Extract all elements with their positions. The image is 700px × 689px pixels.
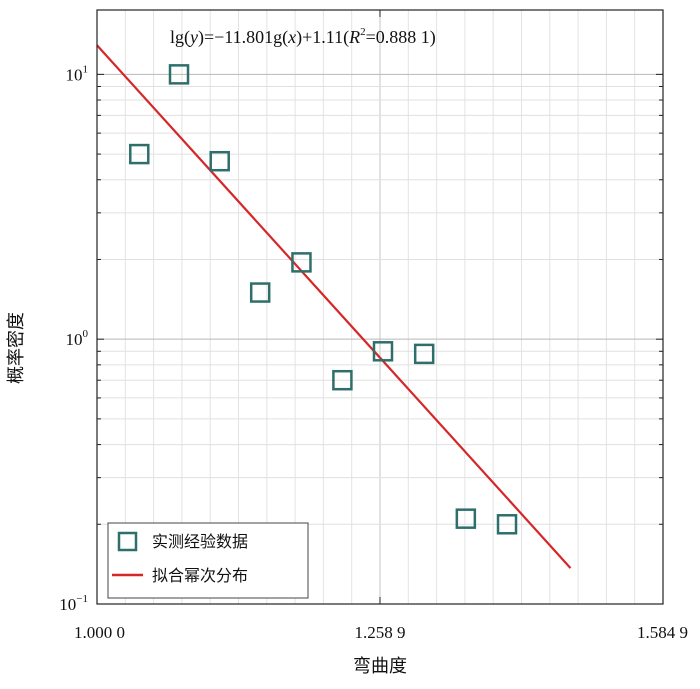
data-point <box>249 282 271 303</box>
x-tick-label: 1.584 9 <box>637 623 688 642</box>
y-tick-label: 101 <box>66 63 89 84</box>
legend-label-fit: 拟合幂次分布 <box>152 566 248 585</box>
tick-marks <box>96 10 664 605</box>
data-point <box>413 343 435 365</box>
y-tick-label: 100 <box>66 328 89 349</box>
x-tick-label: 1.000 0 <box>74 623 125 642</box>
data-point <box>291 252 312 273</box>
fit-line <box>96 44 572 569</box>
data-point <box>455 508 477 529</box>
legend-label-measured: 实测经验数据 <box>152 532 248 551</box>
data-point <box>372 341 394 362</box>
data-point <box>129 143 150 165</box>
data-markers <box>129 64 518 535</box>
fit-equation: lg(y)=−11.801g(x)+1.11(R2=0.888 1) <box>170 26 436 48</box>
y-tick-labels: 10−1 100 101 <box>59 63 88 614</box>
legend-box <box>107 522 309 599</box>
data-point <box>168 64 190 85</box>
y-tick-label: 10−1 <box>59 593 88 614</box>
data-point <box>209 150 230 172</box>
data-point <box>332 369 353 391</box>
x-axis-title: 弯曲度 <box>353 656 407 677</box>
x-tick-labels: 1.000 0 1.258 9 1.584 9 <box>74 623 688 642</box>
data-point <box>496 514 518 535</box>
legend-marker-square <box>117 531 138 552</box>
y-axis-title: 概率密度 <box>6 312 27 384</box>
legend: 实测经验数据 拟合幂次分布 <box>107 522 309 599</box>
grid <box>97 10 663 605</box>
x-tick-label: 1.258 9 <box>354 623 405 642</box>
fit-line-layer <box>96 44 572 569</box>
